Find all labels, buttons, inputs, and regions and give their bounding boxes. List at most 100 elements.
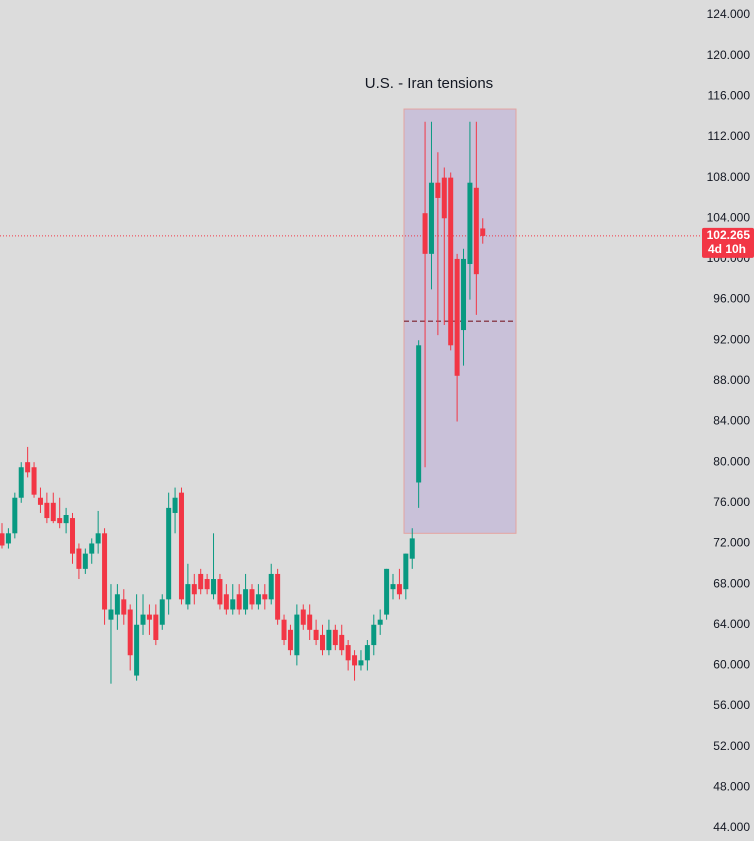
candle-body bbox=[37, 497, 43, 505]
candle-body bbox=[339, 634, 345, 651]
candle-body bbox=[172, 497, 178, 513]
candle-body bbox=[371, 624, 377, 646]
y-tick-label: 60.000 bbox=[713, 658, 750, 672]
candle-body bbox=[313, 629, 319, 640]
candle-body bbox=[364, 645, 370, 661]
candle-body bbox=[275, 573, 281, 620]
candle-body bbox=[223, 594, 229, 610]
candle-body bbox=[211, 579, 217, 595]
y-tick-label: 92.000 bbox=[713, 332, 750, 346]
candle-body bbox=[300, 609, 306, 625]
candle-body bbox=[217, 579, 223, 605]
candle-body bbox=[396, 584, 402, 595]
candle-body bbox=[25, 462, 31, 473]
candle-body bbox=[185, 584, 191, 605]
candle-body bbox=[403, 553, 409, 590]
candle-body bbox=[140, 614, 146, 625]
candle-body bbox=[287, 629, 293, 651]
candle-body bbox=[384, 568, 390, 615]
candle-body bbox=[114, 594, 120, 615]
candle-body bbox=[18, 467, 24, 498]
y-tick-label: 88.000 bbox=[713, 373, 750, 387]
candle-body bbox=[5, 533, 11, 544]
candle-body bbox=[435, 182, 441, 198]
candle-body bbox=[409, 538, 415, 559]
candle-body bbox=[262, 594, 268, 600]
candle-body bbox=[89, 543, 95, 554]
candle-body bbox=[307, 614, 313, 630]
y-tick-label: 120.000 bbox=[707, 48, 751, 62]
candle-body bbox=[249, 589, 255, 605]
candle-body bbox=[467, 182, 473, 265]
candle-body bbox=[76, 548, 82, 569]
candle-body bbox=[95, 533, 101, 544]
candle-body bbox=[57, 518, 63, 524]
candle-body bbox=[153, 614, 159, 640]
candle-body bbox=[320, 634, 325, 651]
candle-body bbox=[352, 655, 358, 666]
candle-body bbox=[159, 599, 165, 625]
y-tick-label: 124.000 bbox=[707, 7, 751, 21]
y-tick-label: 108.000 bbox=[707, 170, 751, 184]
candle-body bbox=[198, 573, 204, 590]
y-tick-label: 76.000 bbox=[713, 495, 750, 509]
candle-body bbox=[50, 502, 56, 522]
y-tick-label: 112.000 bbox=[708, 129, 751, 143]
candle-body bbox=[441, 177, 447, 219]
candle-body bbox=[82, 553, 88, 569]
candle-body bbox=[281, 619, 287, 640]
candle-body bbox=[268, 573, 274, 600]
candle-body bbox=[416, 345, 422, 483]
candle-body bbox=[127, 609, 133, 656]
y-tick-label: 116.000 bbox=[708, 89, 751, 103]
y-tick-label: 52.000 bbox=[713, 739, 750, 753]
candle-body bbox=[146, 614, 152, 620]
candle-body bbox=[473, 187, 479, 275]
candle-body bbox=[448, 177, 454, 346]
y-tick-label: 80.000 bbox=[713, 454, 750, 468]
price-tag-countdown: 4d 10h bbox=[708, 242, 746, 256]
candle-body bbox=[230, 599, 236, 610]
candle-body bbox=[390, 584, 396, 590]
candle-body bbox=[44, 502, 50, 519]
candle-body bbox=[204, 579, 210, 590]
candle-body bbox=[236, 594, 242, 610]
y-tick-label: 44.000 bbox=[713, 820, 750, 834]
candle-body bbox=[255, 594, 261, 605]
candle-body bbox=[454, 258, 460, 376]
candle-body bbox=[31, 467, 37, 495]
candle-body bbox=[12, 497, 18, 534]
candle-body bbox=[294, 614, 300, 656]
candle-body bbox=[461, 258, 467, 331]
candle-body bbox=[134, 624, 140, 676]
y-tick-label: 96.000 bbox=[713, 292, 750, 306]
candle-body bbox=[377, 619, 383, 625]
candle-body bbox=[332, 629, 338, 646]
y-tick-label: 68.000 bbox=[713, 576, 750, 590]
candle-body bbox=[243, 589, 249, 610]
y-tick-label: 48.000 bbox=[713, 780, 750, 794]
candle-body bbox=[63, 515, 69, 524]
y-tick-label: 56.000 bbox=[713, 698, 750, 712]
candle-body bbox=[0, 533, 5, 546]
price-tag-box bbox=[702, 227, 754, 258]
candle-body bbox=[178, 492, 184, 600]
y-tick-label: 84.000 bbox=[713, 414, 750, 428]
candle-body bbox=[422, 213, 428, 254]
candle-body bbox=[358, 660, 364, 666]
candle-body bbox=[121, 599, 127, 615]
candle-body bbox=[345, 645, 351, 661]
y-tick-label: 72.000 bbox=[713, 536, 750, 550]
candle-body bbox=[191, 584, 197, 595]
candle-body bbox=[166, 507, 172, 600]
candle-body bbox=[428, 182, 434, 254]
candle-body bbox=[480, 228, 486, 236]
annotation: U.S. - Iran tensions bbox=[365, 75, 493, 92]
price-tag-value: 102.265 bbox=[707, 228, 751, 242]
candle-body bbox=[70, 518, 76, 554]
y-tick-label: 64.000 bbox=[713, 617, 750, 631]
candle-body bbox=[108, 609, 114, 620]
y-tick-label: 104.000 bbox=[707, 210, 751, 224]
